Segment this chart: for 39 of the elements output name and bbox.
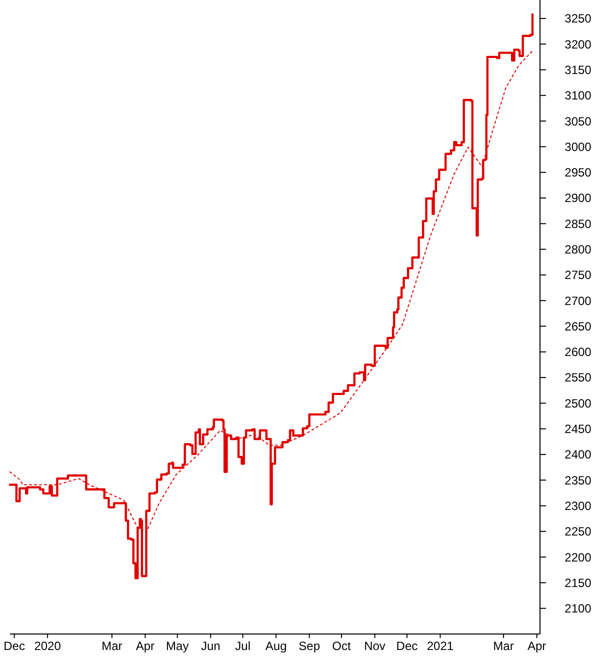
- y-tick-label: 2250: [564, 524, 592, 539]
- y-tick-label: 2850: [564, 216, 592, 231]
- x-tick-label: Jul: [235, 639, 250, 654]
- y-tick-label: 2650: [564, 319, 592, 334]
- y-tick-label: 3150: [564, 62, 592, 77]
- x-tick-label: Mar: [102, 639, 122, 654]
- x-tick-label: 2020: [34, 639, 62, 654]
- y-tick-label: 2900: [564, 191, 592, 206]
- y-tick-label: 2350: [564, 473, 592, 488]
- y-tick-label: 3200: [564, 37, 592, 52]
- y-tick-label: 2400: [564, 448, 592, 462]
- x-tick-label: Sep: [298, 639, 320, 654]
- x-tick-label: 2021: [426, 639, 454, 654]
- y-tick-label: 3100: [564, 88, 592, 103]
- x-tick-label: Jun: [200, 639, 220, 654]
- y-tick-label: 2500: [564, 396, 592, 410]
- x-tick-label: Apr: [527, 639, 546, 654]
- x-tick-label: Dec: [396, 639, 418, 654]
- y-tick-label: 2750: [564, 268, 592, 282]
- y-tick-label: 2300: [564, 498, 592, 513]
- x-tick-label: Mar: [493, 639, 514, 654]
- y-tick-label: 2550: [564, 370, 592, 385]
- y-tick-label: 2100: [564, 602, 592, 616]
- y-tick-label: 3050: [564, 114, 592, 128]
- y-tick-label: 2200: [564, 550, 592, 564]
- y-tick-label: 2700: [564, 294, 592, 308]
- y-tick-label: 2950: [564, 166, 592, 180]
- x-tick-label: Dec: [4, 639, 25, 654]
- x-tick-label: Apr: [136, 639, 155, 654]
- y-tick-label: 3250: [564, 12, 592, 26]
- y-tick-label: 2800: [564, 242, 592, 256]
- y-tick-label: 3000: [564, 140, 592, 154]
- x-tick-label: Nov: [364, 639, 386, 654]
- y-tick-label: 2600: [564, 345, 592, 360]
- x-tick-label: Aug: [265, 639, 287, 654]
- x-tick-label: Oct: [332, 639, 352, 654]
- x-tick-label: May: [166, 639, 189, 654]
- y-tick-label: 2150: [564, 576, 592, 590]
- y-tick-label: 2450: [564, 422, 592, 436]
